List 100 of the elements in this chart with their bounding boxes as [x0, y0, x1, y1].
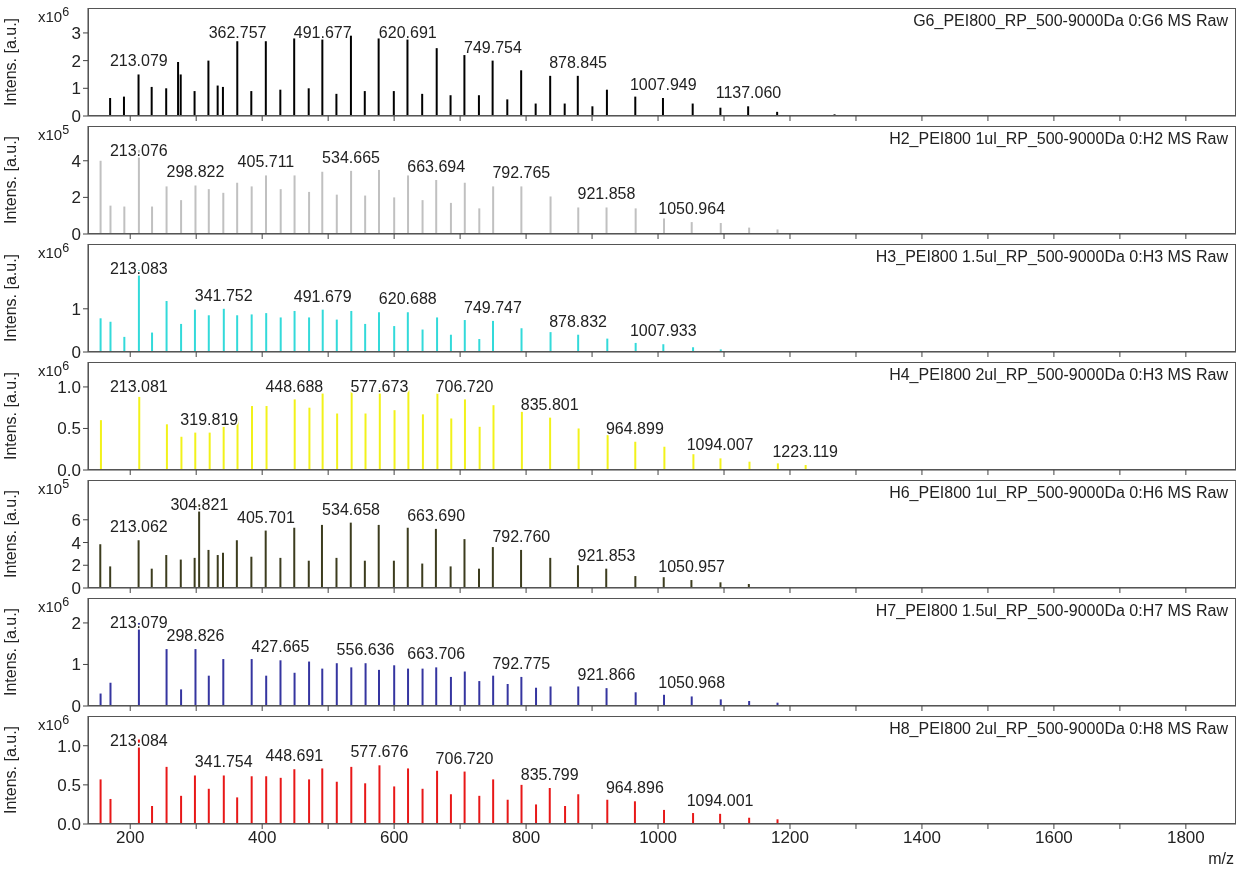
annotation: 491.679 — [293, 287, 352, 305]
text: x10$^{6}$ — [38, 4, 70, 25]
annotation: 534.658 — [322, 500, 381, 518]
y-tick-label: 0.5 — [57, 775, 81, 795]
y-tick-label: 0 — [71, 225, 81, 245]
annotation: 213.079 — [109, 614, 168, 631]
x-axis-title: m/z — [1208, 850, 1234, 867]
y-tick-label: 0.0 — [57, 815, 81, 835]
annotation: 663.694 — [407, 158, 466, 175]
y-tick-label: 0 — [71, 343, 81, 363]
annotation: 964.899 — [605, 419, 664, 437]
y-tick-label: 0 — [71, 107, 81, 127]
annotation: 1137.060 — [715, 84, 782, 102]
chart-title: H4_PEI800 2ul_RP_500-9000Da 0:H3 MS Raw — [889, 366, 1228, 384]
annotation: 1050.968 — [658, 674, 726, 692]
chart-title: H3_PEI800 1.5ul_RP_500-9000Da 0:H3 MS Raw — [875, 248, 1228, 266]
chart-title: H7_PEI800 1.5ul_RP_500-9000Da 0:H7 MS Raw — [875, 602, 1228, 620]
annotation: 362.757 — [208, 24, 267, 41]
annotation: 1050.957 — [658, 558, 726, 576]
y-tick-label: 1.0 — [57, 736, 81, 756]
text: x10$^{6}$ — [38, 712, 70, 733]
annotation: 405.701 — [237, 508, 295, 526]
annotation: 213.084 — [109, 732, 168, 749]
y-tick-label: 1 — [71, 79, 81, 99]
annotation: 491.677 — [293, 24, 352, 41]
annotation: 427.665 — [251, 638, 310, 656]
annotation: 706.720 — [435, 378, 494, 395]
annotation: 663.690 — [407, 506, 466, 524]
annotation: 213.081 — [109, 378, 168, 395]
y-tick-label: 3 — [71, 23, 81, 43]
annotation: 749.747 — [464, 298, 522, 316]
y-tick-label: 4 — [71, 151, 81, 171]
y-tick-label: 2 — [71, 556, 81, 576]
annotation: 213.076 — [109, 142, 168, 159]
y-axis-title: Intens. [a.u.] — [1, 725, 19, 815]
annotation: 1223.119 — [772, 443, 839, 461]
y-axis-title: Intens. [a.u.] — [1, 17, 19, 107]
x-tick-label: 1800 — [1166, 828, 1205, 848]
annotation: 792.760 — [492, 527, 551, 545]
x-tick-label: 400 — [247, 828, 277, 848]
text: x10$^{5}$ — [38, 122, 70, 143]
y-tick-label: 2 — [71, 188, 81, 208]
text: x10$^{6}$ — [38, 594, 70, 615]
annotation: 620.691 — [378, 24, 437, 41]
x-tick-label: 1600 — [1034, 828, 1073, 848]
annotation: 1007.933 — [629, 322, 697, 340]
annotation: 213.079 — [109, 52, 168, 70]
y-tick-label: 0 — [71, 697, 81, 717]
annotation: 749.754 — [464, 38, 522, 56]
y-tick-label: 0 — [71, 579, 81, 599]
annotation: 213.062 — [109, 518, 168, 536]
annotation: 1007.949 — [629, 76, 697, 93]
x-tick-label: 1200 — [771, 828, 809, 848]
y-tick-label: 1 — [71, 655, 81, 675]
annotation: 921.853 — [577, 546, 636, 564]
annotation: 577.673 — [350, 378, 409, 395]
y-axis-title: Intens. [a.u.] — [1, 489, 19, 579]
x-tick-label: 1000 — [639, 828, 677, 848]
annotation: 835.799 — [520, 766, 579, 783]
text: x10$^{5}$ — [38, 476, 70, 497]
annotation: 620.688 — [378, 290, 437, 308]
annotation: 1094.001 — [686, 791, 754, 809]
annotation: 213.083 — [109, 260, 168, 277]
y-tick-label: 1.0 — [57, 377, 81, 397]
y-tick-label: 2 — [71, 613, 81, 633]
annotation: 792.775 — [492, 654, 551, 672]
annotation: 448.688 — [265, 378, 324, 395]
annotation: 706.720 — [435, 749, 494, 767]
chart-title: H8_PEI800 2ul_RP_500-9000Da 0:H8 MS Raw — [889, 720, 1228, 738]
annotation: 1094.007 — [686, 436, 754, 454]
chart-title: H6_PEI800 1ul_RP_500-9000Da 0:H6 MS Raw — [889, 484, 1228, 502]
annotation: 556.636 — [336, 641, 395, 659]
annotation: 878.832 — [549, 312, 608, 330]
annotation: 1050.964 — [658, 200, 726, 218]
y-axis-title: Intens. [a.u.] — [1, 607, 19, 697]
chart-title: G6_PEI800_RP_500-9000Da 0:G6 MS Raw — [913, 12, 1228, 30]
annotation: 663.706 — [407, 645, 466, 663]
y-axis-title: Intens. [a.u.] — [1, 135, 19, 225]
y-axis-title: Intens. [a.u.] — [1, 253, 19, 343]
annotation: 448.691 — [265, 747, 324, 765]
annotation: 835.801 — [520, 395, 579, 413]
annotation: 405.711 — [237, 153, 295, 171]
annotation: 304.821 — [170, 496, 229, 513]
annotation: 298.822 — [166, 163, 225, 181]
annotation: 964.896 — [605, 779, 664, 797]
y-tick-label: 2 — [71, 51, 81, 71]
y-tick-label: 1 — [71, 299, 81, 319]
text: x10$^{6}$ — [38, 358, 70, 379]
y-tick-label: 0.5 — [57, 419, 81, 439]
x-tick-label: 1400 — [903, 828, 941, 848]
x-tick-label: 600 — [379, 828, 409, 848]
annotation: 341.752 — [194, 286, 253, 304]
y-axis-title: Intens. [a.u.] — [1, 371, 19, 461]
annotation: 921.858 — [577, 185, 636, 203]
text: x10$^{6}$ — [38, 240, 70, 261]
annotation: 534.665 — [322, 148, 381, 166]
annotation: 921.866 — [577, 666, 636, 684]
chart-title: H2_PEI800 1ul_RP_500-9000Da 0:H2 MS Raw — [889, 130, 1228, 148]
annotation: 792.765 — [492, 164, 551, 182]
y-tick-label: 4 — [71, 533, 81, 553]
